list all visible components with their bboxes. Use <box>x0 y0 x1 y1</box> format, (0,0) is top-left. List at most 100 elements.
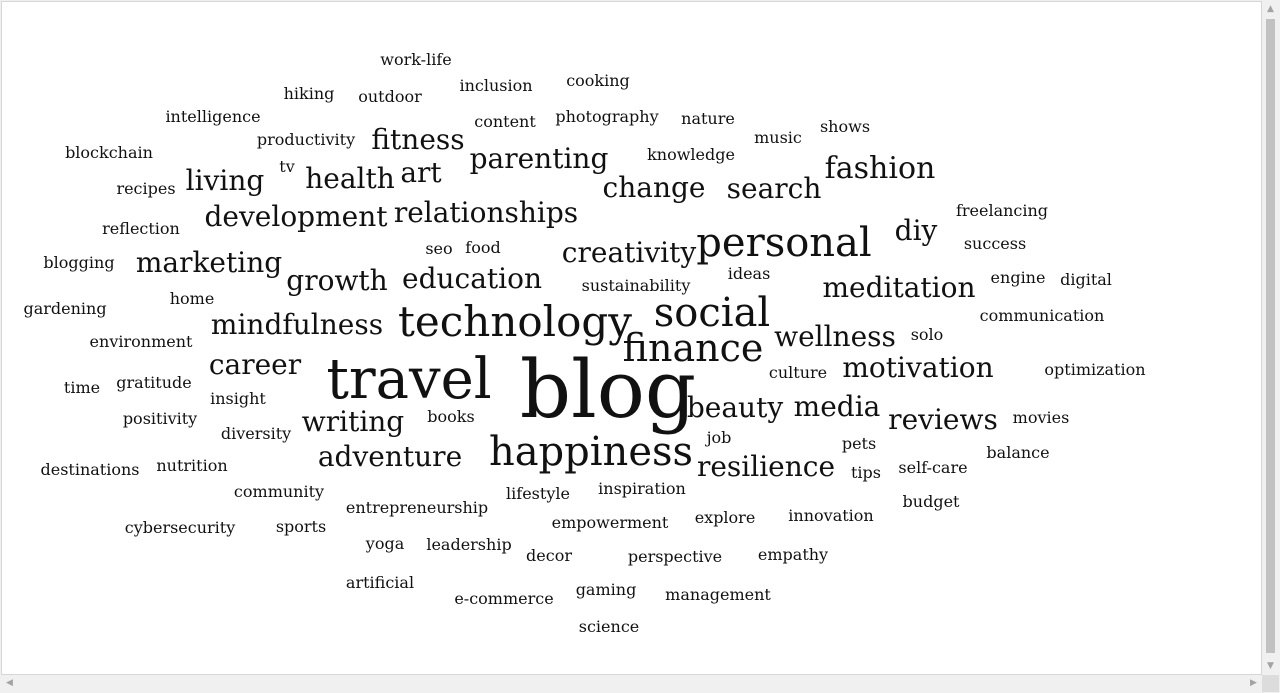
word-job: job <box>706 428 732 447</box>
word-search: search <box>726 172 822 205</box>
word-insight: insight <box>210 389 266 408</box>
word-books: books <box>427 407 475 426</box>
word-fitness: fitness <box>371 123 465 156</box>
word-social: social <box>653 290 771 336</box>
word-health: health <box>305 162 395 195</box>
word-art: art <box>400 156 442 189</box>
word-living: living <box>185 164 265 197</box>
word-development: development <box>204 200 388 233</box>
word-growth: growth <box>286 264 388 297</box>
word-reviews: reviews <box>888 403 998 436</box>
word-cloud-viewport: blog travel technology personal happiness soc… <box>1 1 1262 675</box>
word-communication: communication <box>979 306 1105 325</box>
word-change: change <box>602 171 706 204</box>
word-innovation: innovation <box>788 506 874 525</box>
word-leadership: leadership <box>426 535 512 554</box>
word-fashion: fashion <box>824 151 936 186</box>
word-productivity: productivity <box>256 130 356 149</box>
word-seo: seo <box>425 239 453 258</box>
word-decor: decor <box>526 546 572 565</box>
word-empowerment: empowerment <box>551 513 669 532</box>
word-gardening: gardening <box>23 299 107 318</box>
word-work-life: work-life <box>380 50 452 69</box>
word-engine: engine <box>990 268 1046 287</box>
word-hiking: hiking <box>283 84 335 103</box>
word-shows: shows <box>819 117 871 136</box>
word-community: community <box>233 482 325 501</box>
word-yoga: yoga <box>365 534 405 553</box>
word-budget: budget <box>902 492 960 511</box>
word-blogging: blogging <box>43 253 115 272</box>
word-education: education <box>402 262 542 295</box>
word-beauty: beauty <box>686 391 784 424</box>
word-cybersecurity: cybersecurity <box>124 518 236 537</box>
word-cloud: blog travel technology personal happiness soc… <box>2 2 1261 674</box>
word-nature: nature <box>681 109 735 128</box>
word-artificial: artificial <box>345 573 415 592</box>
word-blog: blog <box>519 343 697 436</box>
word-photography: photography <box>555 107 659 126</box>
word-marketing: marketing <box>135 246 283 279</box>
word-movies: movies <box>1012 408 1070 427</box>
word-gratitude: gratitude <box>116 373 192 392</box>
word-tips: tips <box>851 463 881 482</box>
word-personal: personal <box>696 220 872 266</box>
scroll-right-arrow-icon[interactable]: ▶ <box>1250 678 1257 688</box>
word-intelligence: intelligence <box>165 107 261 126</box>
word-motivation: motivation <box>842 351 994 384</box>
word-sports: sports <box>275 517 327 536</box>
scroll-left-arrow-icon[interactable]: ◀ <box>6 678 13 688</box>
word-finance: finance <box>622 326 764 370</box>
word-meditation: meditation <box>822 271 976 304</box>
word-blockchain: blockchain <box>65 143 153 162</box>
word-freelancing: freelancing <box>955 201 1049 220</box>
word-parenting: parenting <box>469 142 609 175</box>
vertical-scrollbar[interactable]: ▲ ▼ <box>1262 1 1279 675</box>
word-nutrition: nutrition <box>156 456 228 475</box>
word-cooking: cooking <box>566 71 630 90</box>
scroll-down-arrow-icon[interactable]: ▼ <box>1267 661 1274 671</box>
word-balance: balance <box>986 443 1050 462</box>
word-relationships: relationships <box>393 196 579 229</box>
vertical-scroll-thumb[interactable] <box>1266 19 1275 653</box>
word-optimization: optimization <box>1044 360 1146 379</box>
word-entrepreneurship: entrepreneurship <box>345 498 489 517</box>
word-positivity: positivity <box>122 409 198 428</box>
word-adventure: adventure <box>317 440 463 473</box>
word-digital: digital <box>1060 270 1112 289</box>
word-e-commerce: e-commerce <box>454 589 554 608</box>
word-solo: solo <box>910 325 944 344</box>
word-food: food <box>465 238 501 257</box>
word-media: media <box>793 390 881 423</box>
word-sustainability: sustainability <box>581 276 691 295</box>
word-time: time <box>63 378 101 397</box>
word-recipes: recipes <box>116 179 176 198</box>
word-lifestyle: lifestyle <box>506 484 570 503</box>
word-empathy: empathy <box>757 545 829 564</box>
word-resilience: resilience <box>696 450 836 483</box>
word-creativity: creativity <box>561 236 697 269</box>
word-ideas: ideas <box>727 264 771 283</box>
scrollbar-corner <box>1262 675 1279 692</box>
word-science: science <box>578 617 640 636</box>
word-management: management <box>665 585 771 604</box>
word-environment: environment <box>89 332 193 351</box>
word-content: content <box>474 112 536 131</box>
word-explore: explore <box>694 508 756 527</box>
word-travel: travel <box>326 347 492 412</box>
word-culture: culture <box>768 363 828 382</box>
horizontal-scrollbar[interactable]: ◀ ▶ <box>1 675 1262 692</box>
word-career: career <box>208 348 302 381</box>
word-perspective: perspective <box>627 547 723 566</box>
word-outdoor: outdoor <box>358 87 422 106</box>
word-tv: tv <box>279 157 295 176</box>
word-happiness: happiness <box>488 429 694 475</box>
word-music: music <box>754 128 802 147</box>
word-wellness: wellness <box>774 320 896 353</box>
word-destinations: destinations <box>40 460 140 479</box>
scroll-up-arrow-icon[interactable]: ▲ <box>1267 4 1274 14</box>
word-diversity: diversity <box>220 424 292 443</box>
word-self-care: self-care <box>898 458 968 477</box>
word-home: home <box>169 289 215 308</box>
word-mindfulness: mindfulness <box>210 308 384 341</box>
